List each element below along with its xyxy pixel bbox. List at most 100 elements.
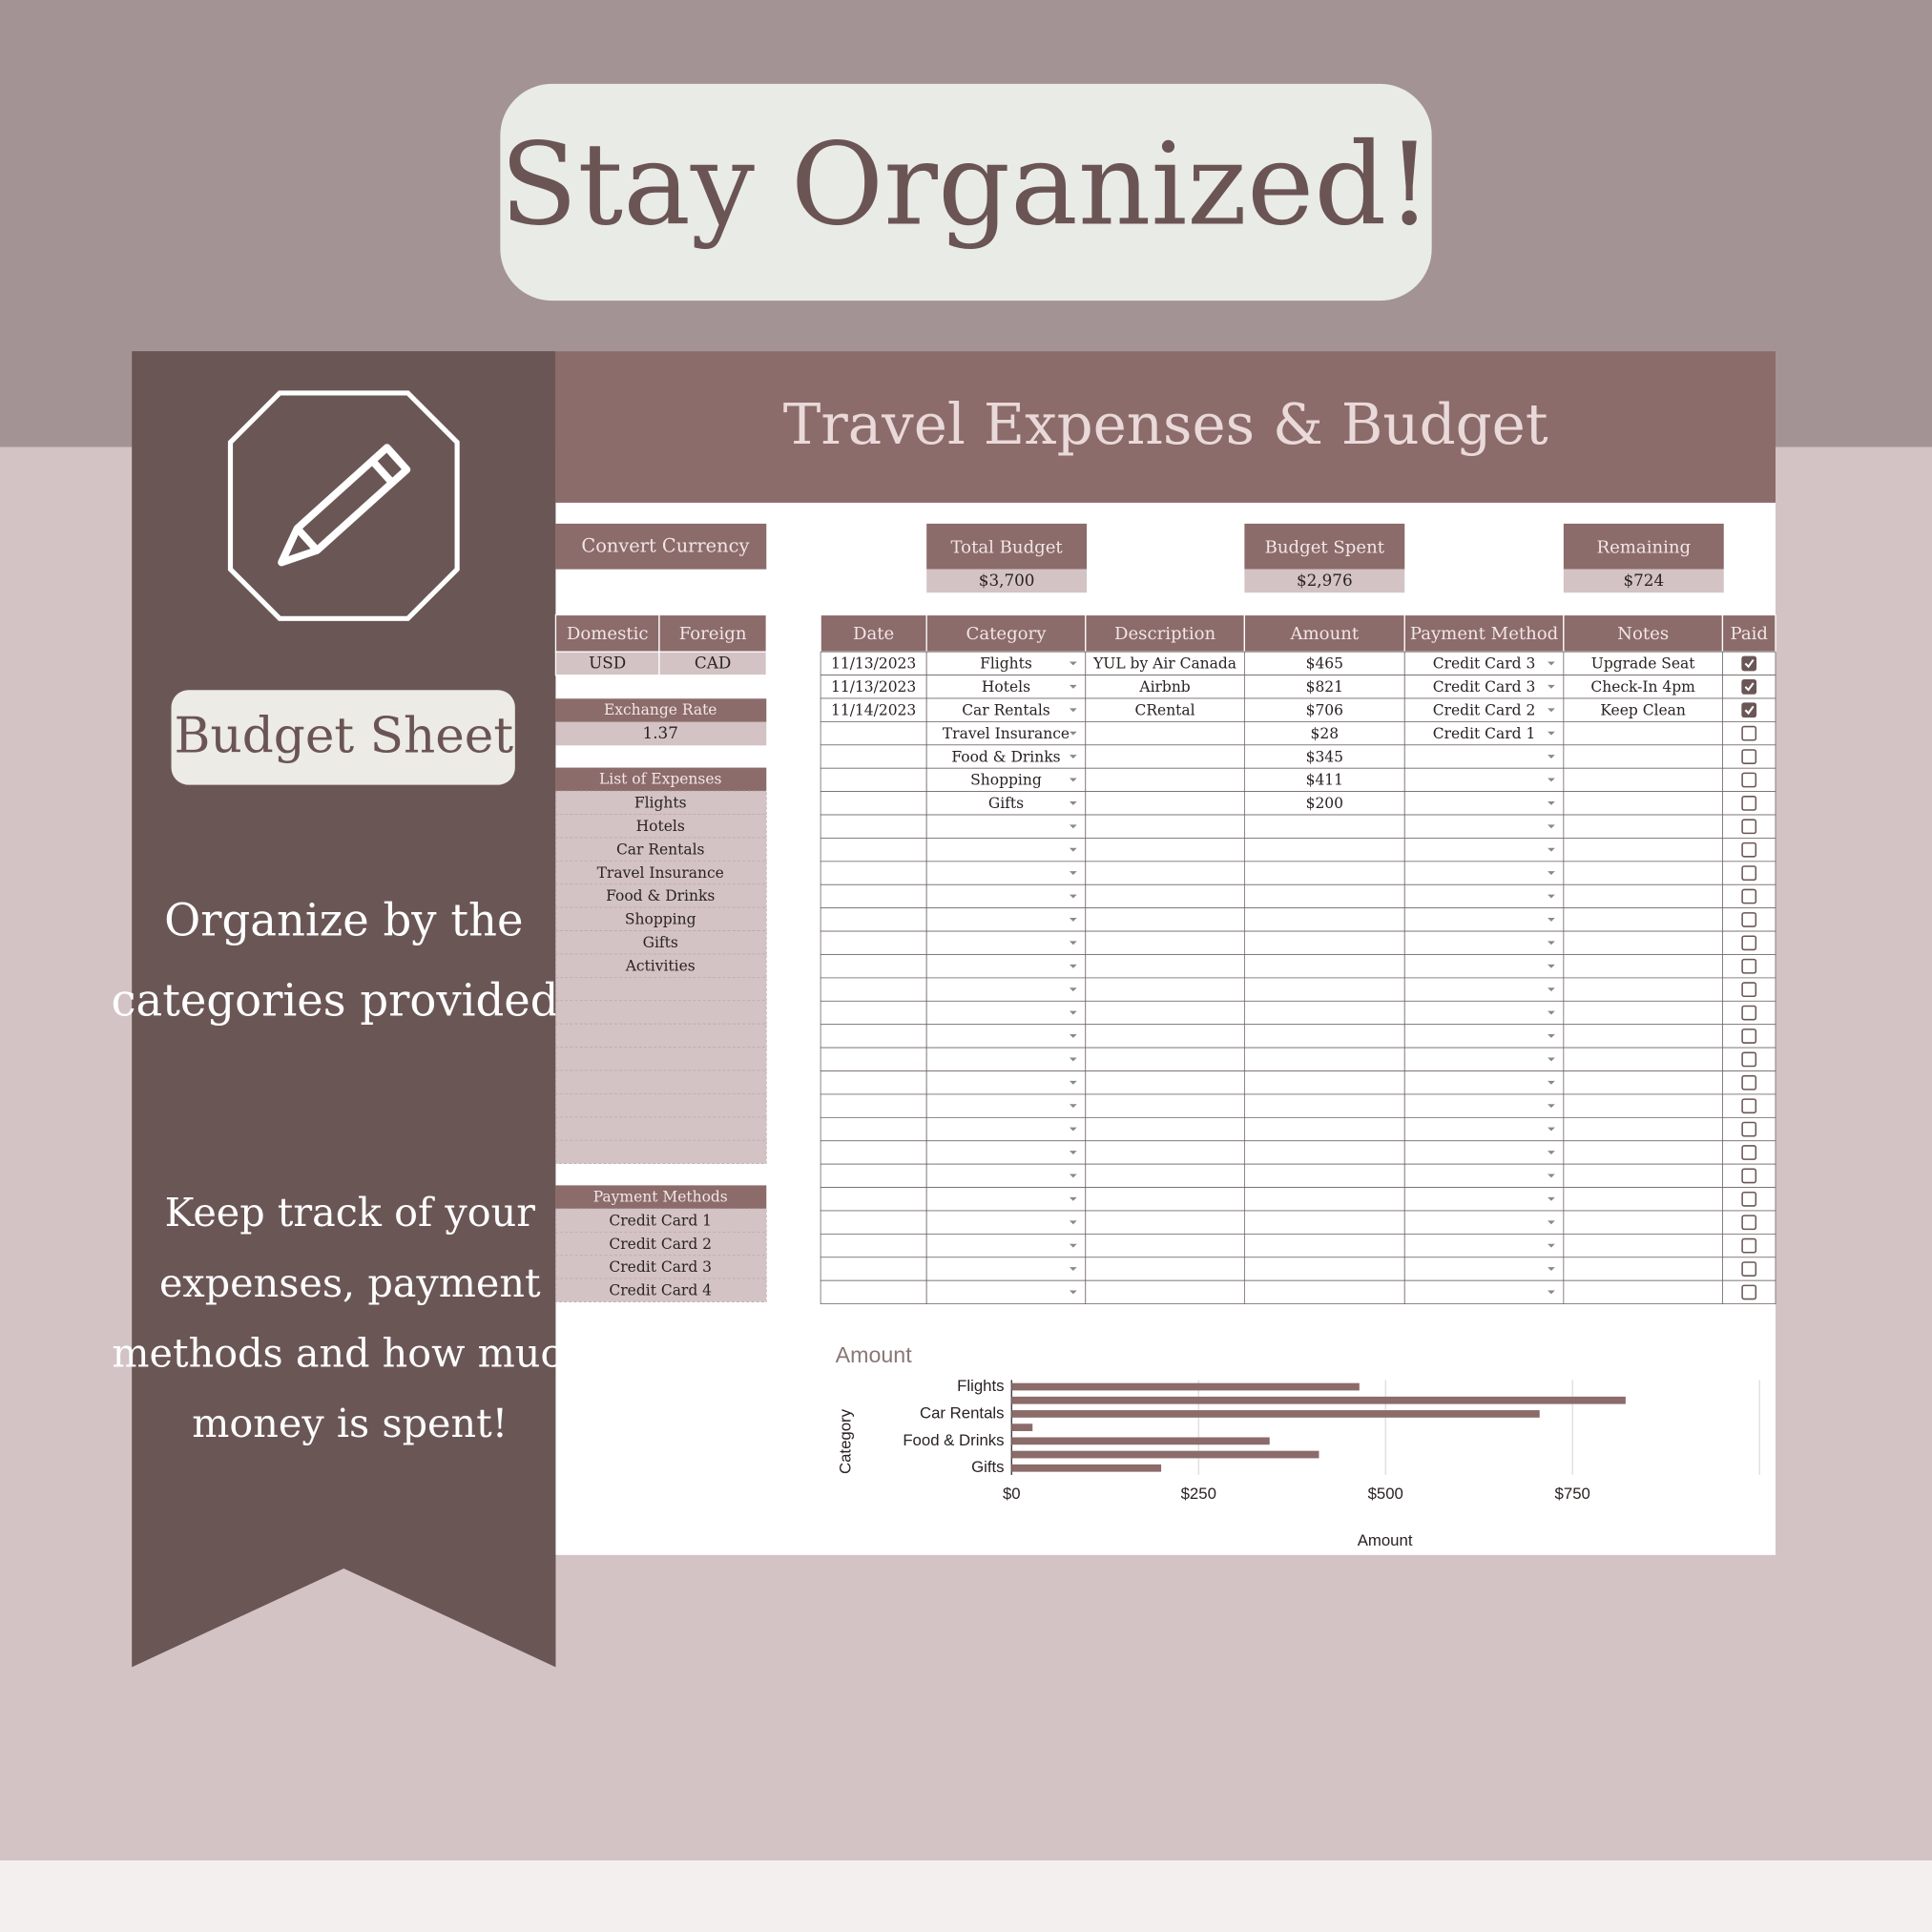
table-cell [820,814,927,839]
dropdown-arrow [1548,941,1555,945]
table-cell [1085,1140,1245,1165]
list-cell [555,1278,767,1302]
dropdown-arrow [1548,1220,1555,1225]
dropdown-arrow [1069,1290,1077,1295]
table-value: $345 [1306,748,1343,765]
table-value: 11/13/2023 [831,678,916,696]
dropdown-arrow [1548,1057,1555,1062]
dropdown-arrow [1548,987,1555,992]
table-cell [820,1279,927,1305]
dropdown-arrow [1069,800,1077,805]
sidebar-note: Organize by the [164,895,523,946]
table-value: $821 [1306,678,1343,696]
checkbox [1741,1215,1757,1231]
table-cell [1563,838,1723,862]
table-cell [1403,907,1565,932]
table-cell [1563,791,1723,816]
list-cell [555,837,767,862]
table-cell [1403,651,1565,675]
bar [1011,1464,1162,1472]
table-cell [820,883,927,909]
table-cell [1243,838,1405,862]
table-cell [1403,1000,1565,1026]
table-cell [1403,1070,1565,1095]
dropdown-arrow [1548,1243,1555,1248]
table-cell [1243,1163,1405,1188]
checkbox [1741,702,1757,718]
checkbox [1741,1074,1757,1091]
dropdown-arrow [1548,731,1555,736]
summary-value-box [1244,569,1405,593]
dropdown-arrow [1069,1243,1077,1248]
list-cell [555,1093,767,1118]
table-cell [1403,1047,1565,1071]
dropdown-arrow [1069,824,1077,829]
table-cell [925,1140,1087,1165]
table-cell [820,1024,927,1049]
table-cell [1403,1163,1565,1188]
summary-label: Budget Spent [1265,538,1385,558]
table-cell [925,838,1087,862]
checkbox [1741,841,1757,858]
badge [171,690,515,785]
x-axis-label: Amount [1358,1531,1413,1549]
table-cell [1403,1257,1565,1281]
checkbox [1741,865,1757,882]
currency-value: USD [589,654,626,673]
table-cell [1563,697,1723,722]
table-cell [1085,861,1245,885]
list-cell [555,883,767,908]
dropdown-arrow [1069,1151,1077,1154]
dropdown-arrow [1069,778,1077,782]
table-cell [1563,930,1723,955]
list-item: Credit Card 3 [609,1258,712,1276]
summary-label-box [1563,523,1724,570]
y-tick-label: Food & Drinks [903,1431,1004,1449]
table-cell [820,1210,927,1235]
checkbox [1741,912,1757,927]
dropdown-arrow [1069,871,1077,876]
checkbox [1741,935,1757,951]
dropdown-arrow [1548,871,1555,876]
dropdown-arrow [1069,918,1077,922]
checkbox [1741,1098,1757,1114]
table-cell [1085,1047,1245,1071]
table-value: Credit Card 3 [1433,678,1536,696]
table-cell [1563,883,1723,909]
currency-cell [658,651,767,676]
table-cell [1403,1187,1565,1212]
list-item: Food & Drinks [606,887,715,904]
summary-value-box [1563,569,1724,593]
dropdown-arrow [1548,1127,1555,1132]
rate-cell [555,721,767,746]
table-cell [1085,697,1245,722]
table-header: Description [1114,624,1216,644]
table-cell [820,907,927,932]
list-cell [555,1023,767,1048]
dropdown-arrow [1069,1267,1077,1272]
table-value: $411 [1306,772,1343,789]
dropdown-arrow [1069,1034,1077,1038]
table-cell [925,930,1087,955]
summary-label: Total Budget [951,538,1064,558]
table-value: Food & Drinks [951,748,1060,765]
dropdown-arrow [1548,661,1555,666]
table-cell [1243,954,1405,979]
table-cell [1563,954,1723,979]
list-head [555,1185,767,1209]
dropdown-arrow [1069,1196,1077,1201]
badge-text: Budget Sheet [175,707,514,764]
dropdown-arrow [1548,1151,1555,1154]
table-cell [1085,675,1245,699]
list-head [555,767,767,792]
dropdown-arrow [1069,1104,1077,1109]
table-cell [1085,954,1245,979]
table-cell [1563,721,1723,746]
checkbox [1741,1028,1757,1044]
table-value: Gifts [988,795,1024,812]
list-item: Shopping [625,911,696,928]
dropdown-arrow [1548,800,1555,805]
list-cell [555,1116,767,1141]
table-cell [820,721,927,746]
table-cell [1243,1047,1405,1071]
